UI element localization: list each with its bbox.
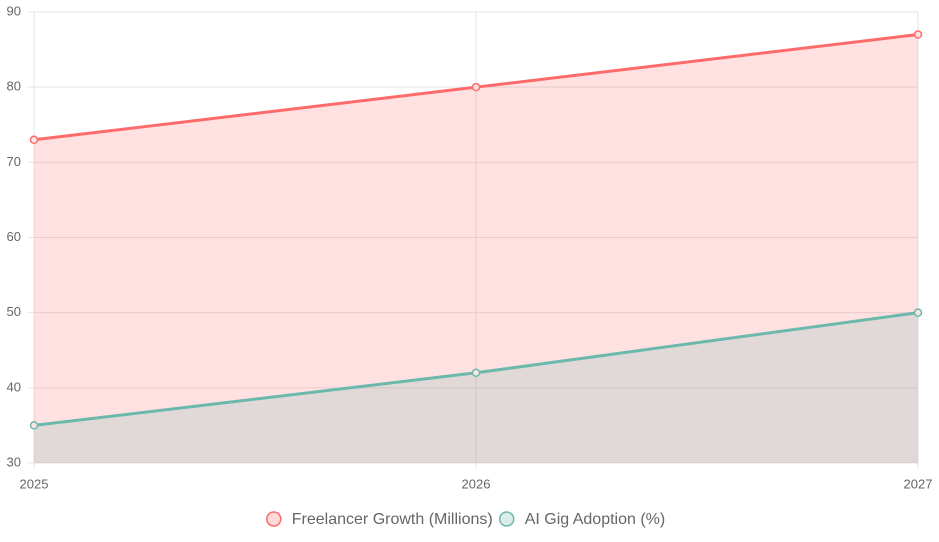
legend-label: Freelancer Growth (Millions) — [292, 511, 493, 528]
y-tick-label: 70 — [7, 154, 21, 169]
area-fill — [34, 312, 918, 463]
point — [471, 82, 481, 92]
y-tick-label: 50 — [7, 304, 21, 319]
area-fill — [34, 34, 918, 464]
legend-item[interactable]: AI Gig Adoption (%) — [498, 511, 666, 528]
point — [29, 135, 39, 145]
y-tick-label: 60 — [7, 229, 21, 244]
point — [29, 421, 39, 430]
legend-marker — [266, 511, 282, 527]
x-tick-label: 2025 — [20, 476, 49, 491]
y-tick-label: 80 — [7, 79, 21, 94]
legend: Freelancer Growth (Millions) AI Gig Adopt… — [266, 511, 666, 528]
x-tick-label: 2026 — [462, 476, 491, 491]
point — [913, 308, 923, 317]
y-tick-label: 90 — [7, 3, 21, 18]
legend-marker — [498, 511, 515, 527]
legend-label: AI Gig Adoption (%) — [525, 511, 666, 528]
point — [471, 368, 481, 378]
point — [913, 30, 923, 39]
x-tick-label: 2027 — [904, 476, 933, 491]
y-tick-label: 40 — [7, 379, 21, 394]
legend-item[interactable]: Freelancer Growth (Millions) — [266, 511, 493, 528]
y-tick-label: 30 — [7, 454, 21, 469]
